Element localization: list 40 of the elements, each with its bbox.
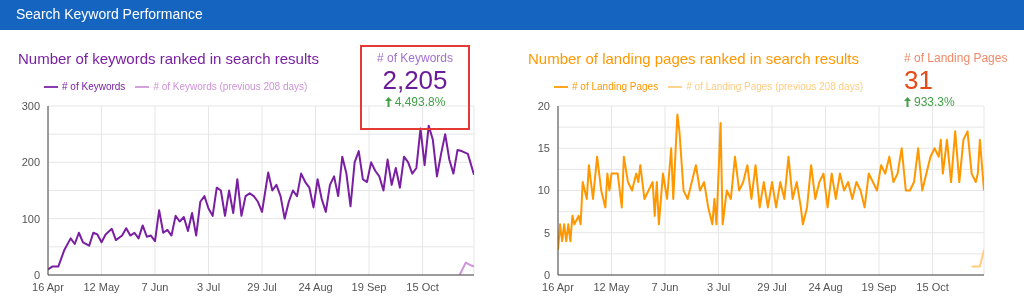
line-series xyxy=(48,124,474,271)
legend-label: # of Landing Pages xyxy=(572,80,659,92)
x-tick-label: 15 Oct xyxy=(406,280,439,293)
x-tick-label: 7 Jun xyxy=(651,280,679,293)
x-tick-label: 24 Aug xyxy=(808,280,843,293)
y-tick-label: 300 xyxy=(21,99,40,112)
x-tick-label: 3 Jul xyxy=(196,280,221,293)
annotation: 933.3% xyxy=(914,95,955,109)
line-series xyxy=(458,261,474,275)
x-tick-label: 24 Aug xyxy=(298,280,333,293)
y-tick-label: 100 xyxy=(21,212,40,225)
y-tick-label: 10 xyxy=(537,184,550,197)
x-tick-label: 7 Jun xyxy=(141,280,169,293)
chart-title: Number of keywords ranked in search results xyxy=(18,50,319,67)
text: # of Landing Pages xyxy=(904,51,1009,65)
x-tick-label: 16 Apr xyxy=(542,280,575,293)
x-tick-label: 29 Jul xyxy=(247,280,277,293)
x-tick-label: 16 Apr xyxy=(32,280,65,293)
y-tick-label: 15 xyxy=(537,142,550,155)
legend-label: # of Landing Pages (previous 208 days) xyxy=(686,80,863,92)
text: 31 xyxy=(904,65,934,95)
x-tick-label: 19 Sep xyxy=(861,280,897,293)
y-tick-label: 200 xyxy=(21,156,40,169)
y-tick-label: 5 xyxy=(543,226,550,239)
chart-title: Number of landing pages ranked in search results xyxy=(528,50,860,67)
legend-label: # of Keywords xyxy=(62,80,126,92)
text: Search Keyword Performance xyxy=(0,0,1024,28)
text: 2,205 xyxy=(381,65,449,95)
y-tick-label: 0 xyxy=(543,268,550,281)
x-tick-label: 12 May xyxy=(83,280,121,293)
text: # of Keywords xyxy=(375,51,454,65)
y-tick-label: 0 xyxy=(33,268,40,281)
annotation: 4,493.8% xyxy=(394,95,446,109)
x-tick-label: 19 Sep xyxy=(351,280,387,293)
legend-label: # of Keywords (previous 208 days) xyxy=(153,80,308,92)
x-tick-label: 3 Jul xyxy=(706,280,731,293)
x-tick-label: 29 Jul xyxy=(757,280,787,293)
y-tick-label: 20 xyxy=(537,99,550,112)
x-tick-label: 15 Oct xyxy=(916,280,949,293)
x-tick-label: 12 May xyxy=(593,280,631,293)
